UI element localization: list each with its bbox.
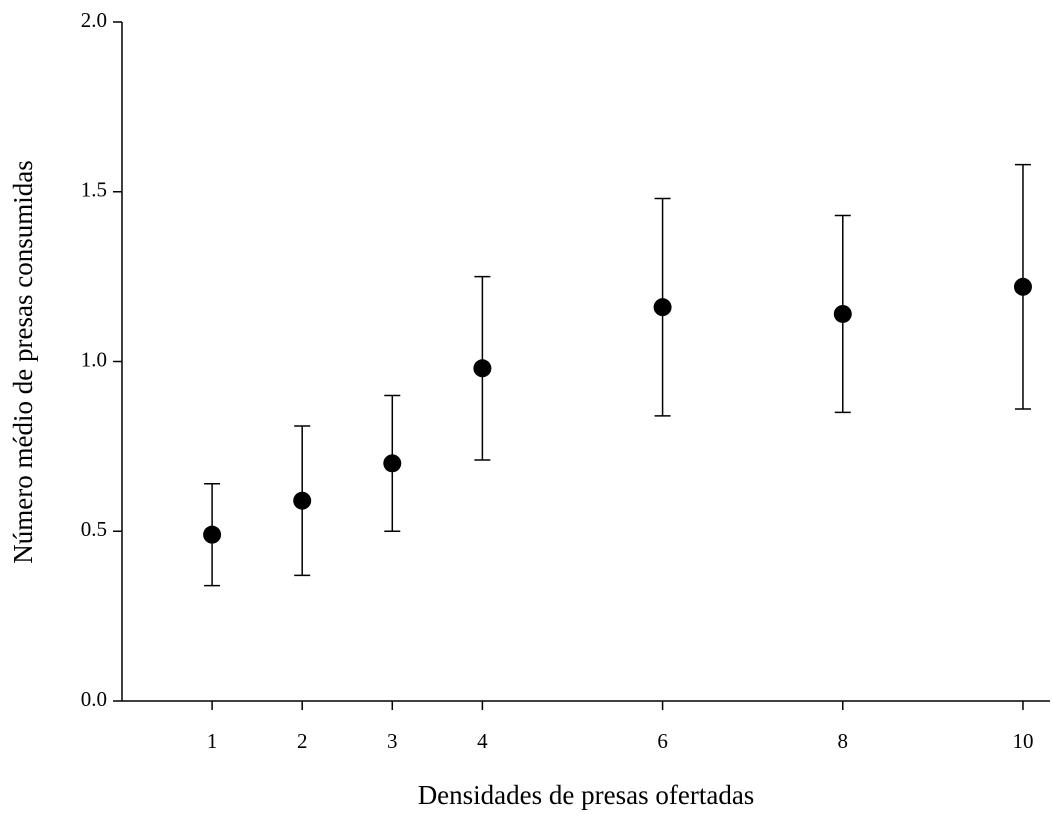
x-tick-label: 6	[657, 729, 668, 753]
x-tick-label: 4	[477, 729, 488, 753]
y-axis-title: Número médio de presas consumidas	[8, 160, 38, 563]
y-tick-label: 2.0	[81, 8, 107, 32]
y-tick-label: 0.0	[81, 687, 107, 711]
point	[833, 304, 852, 323]
x-tick-label: 10	[1012, 729, 1033, 753]
point	[653, 298, 672, 317]
x-tick-label: 3	[387, 729, 398, 753]
point	[293, 491, 312, 510]
y-tick-label: 1.0	[81, 347, 107, 371]
x-tick-label: 8	[838, 729, 849, 753]
y-tick-label: 1.5	[81, 178, 107, 202]
point	[383, 454, 402, 473]
x-axis-title: Densidades de presas ofertadas	[418, 780, 755, 810]
point	[1013, 277, 1032, 296]
point	[473, 359, 492, 378]
x-tick-label: 2	[297, 729, 308, 753]
x-tick-label: 1	[207, 729, 218, 753]
point	[203, 525, 222, 544]
y-tick-label: 0.5	[81, 517, 107, 541]
